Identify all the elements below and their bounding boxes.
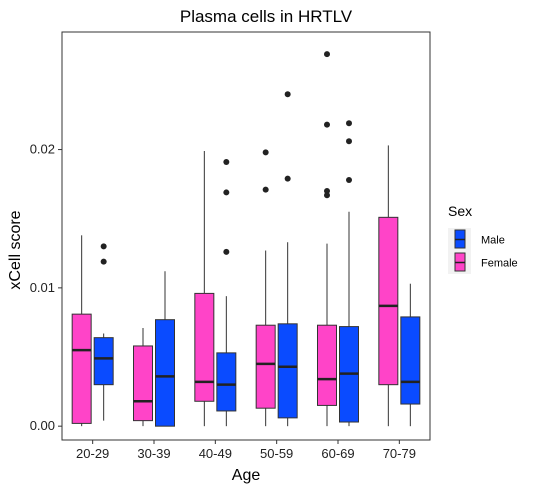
box-male-50-59 [277, 91, 298, 427]
outlier-point [223, 248, 230, 255]
box-female-30-39 [133, 327, 153, 427]
iqr-box [317, 324, 337, 406]
box-male-40-49 [216, 159, 237, 427]
x-tick-label: 30-39 [137, 446, 170, 461]
box-male-30-39 [155, 271, 175, 427]
x-axis: 20-29 30-39 40-49 50-59 60-69 70-79 [76, 440, 416, 461]
iqr-box [216, 352, 237, 412]
legend-label-male: Male [481, 235, 505, 247]
box-female-40-49 [194, 150, 215, 427]
iqr-box [378, 216, 399, 386]
box-female-20-29 [71, 235, 92, 427]
legend-title: Sex [448, 203, 472, 219]
box-female-70-79 [378, 145, 399, 427]
box-male-60-69 [339, 120, 359, 427]
iqr-box [133, 345, 153, 422]
outlier-point [100, 258, 107, 265]
outlier-point [223, 159, 230, 166]
box-male-70-79 [400, 283, 421, 427]
legend: Sex Male Female [448, 203, 518, 274]
y-tick-label: 0.00 [30, 418, 55, 433]
x-tick-label: 70-79 [383, 446, 416, 461]
outlier-point [324, 188, 330, 195]
x-tick-label: 40-49 [199, 446, 232, 461]
box-female-50-59 [255, 149, 276, 427]
outlier-point [324, 51, 330, 58]
iqr-box [194, 292, 215, 402]
iqr-box [400, 316, 421, 405]
iqr-box [277, 323, 298, 419]
box-male-20-29 [93, 243, 114, 421]
iqr-box [255, 324, 276, 409]
outlier-point [262, 186, 269, 193]
outlier-point [223, 189, 230, 196]
x-tick-label: 20-29 [76, 446, 109, 461]
y-tick-label: 0.01 [30, 280, 55, 295]
plot-panel [61, 31, 431, 441]
outlier-point [324, 121, 330, 128]
x-tick-label: 50-59 [260, 446, 293, 461]
outlier-point [324, 192, 330, 199]
x-axis-title: Age [232, 467, 261, 484]
iqr-box [93, 337, 114, 386]
box-female-60-69 [317, 51, 337, 427]
outlier-point [346, 176, 352, 183]
legend-label-female: Female [481, 258, 518, 270]
iqr-box [71, 313, 92, 424]
chart-title: Plasma cells in HRTLV [180, 7, 353, 26]
outlier-point [284, 175, 291, 182]
outlier-point [100, 243, 107, 250]
y-axis-title: xCell score [7, 210, 24, 289]
iqr-box [155, 319, 175, 427]
y-axis: 0.00 0.01 0.02 [30, 142, 62, 433]
outlier-point [346, 138, 352, 145]
outlier-point [346, 120, 352, 127]
y-tick-label: 0.02 [30, 142, 55, 157]
x-tick-label: 60-69 [321, 446, 354, 461]
box-marks [71, 51, 421, 427]
outlier-point [284, 91, 291, 98]
outlier-point [262, 149, 269, 156]
